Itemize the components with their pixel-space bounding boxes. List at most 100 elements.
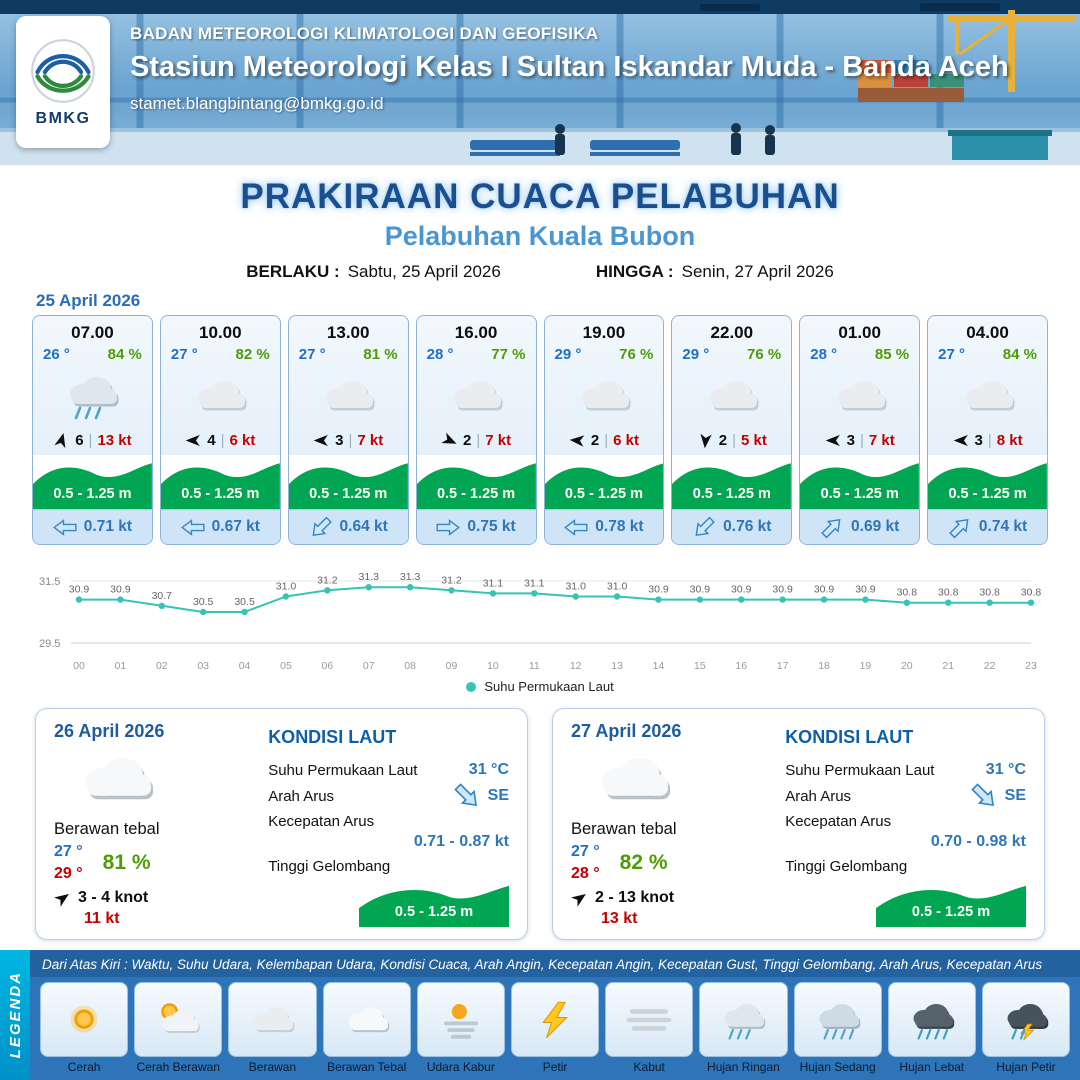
wave-height-label: Tinggi Gelombang: [268, 858, 391, 875]
legend-weather-icon: [510, 982, 600, 1057]
current-speed: 0.64 kt: [339, 518, 388, 535]
svg-text:30.9: 30.9: [69, 584, 90, 596]
station-email: stamet.blangbintang@bmkg.go.id: [130, 94, 384, 113]
forecast-card: 13.00 27 ° 81 % 3 | 7 kt 0.5 - 1.25 m 0.…: [287, 315, 409, 545]
separator: |: [220, 432, 225, 449]
legend-item: Berawan Tebal: [322, 982, 411, 1074]
svg-text:30.8: 30.8: [1021, 587, 1042, 599]
title-section: PRAKIRAAN CUACA PELABUHAN Pelabuhan Kual…: [0, 165, 1080, 282]
wind-speed: 4: [207, 432, 216, 449]
weather-icon: [417, 363, 536, 429]
daily-humidity: 81 %: [102, 850, 151, 874]
forecast-time: 01.00: [838, 323, 881, 342]
gust-speed: 7 kt: [868, 432, 895, 449]
current-direction-icon: [945, 513, 974, 542]
daily-wind-direction-icon: [51, 886, 75, 910]
current-direction-icon: [306, 513, 335, 542]
sea-current-direction-icon: [967, 779, 1001, 813]
header: BMKG BADAN METEOROLOGI KLIMATOLOGI DAN G…: [0, 0, 1080, 165]
forecast-time: 19.00: [582, 323, 626, 342]
svg-text:30.8: 30.8: [979, 587, 1000, 599]
svg-text:31.0: 31.0: [607, 581, 628, 593]
legend-weather-icon: [416, 982, 505, 1057]
weather-icon: [545, 363, 664, 429]
daily-date: 27 April 2026: [571, 721, 682, 741]
forecast-card: 01.00 28 ° 85 % 3 | 7 kt 0.5 - 1.25 m 0.…: [799, 315, 921, 545]
current-speed-value: 0.70 - 0.98 kt: [930, 833, 1026, 850]
wave-height-label: Tinggi Gelombang: [785, 858, 908, 875]
svg-text:20: 20: [901, 660, 913, 672]
separator: |: [987, 432, 992, 449]
legend-weather-icon: [699, 982, 788, 1057]
current-speed-label: Kecepatan Arus: [268, 813, 375, 830]
separator: |: [88, 432, 93, 449]
air-temperature: 27 °: [298, 346, 326, 363]
svg-text:30.8: 30.8: [897, 587, 918, 599]
svg-text:16: 16: [735, 660, 747, 672]
air-temperature: 26 °: [43, 346, 70, 363]
wind-direction-icon: [185, 432, 202, 449]
air-temperature: 29 °: [554, 346, 582, 363]
svg-text:31.2: 31.2: [317, 574, 338, 586]
header-illustration: [0, 0, 1080, 165]
wind-speed: 3: [974, 432, 983, 449]
humidity: 81 %: [363, 346, 398, 363]
legend-item: Hujan Sedang: [793, 982, 882, 1074]
wind-direction-icon: [696, 431, 714, 449]
legend-weather-icon: [981, 982, 1071, 1057]
legend-label: Berawan Tebal: [327, 1060, 407, 1074]
svg-text:29.5: 29.5: [39, 638, 60, 650]
air-temperature: 28 °: [426, 346, 454, 363]
svg-text:11: 11: [529, 660, 540, 672]
svg-text:01: 01: [115, 660, 127, 672]
wind-direction-icon: [953, 432, 970, 449]
humidity: 77 %: [491, 346, 526, 363]
svg-text:31.0: 31.0: [565, 581, 586, 593]
valid-from-value: Sabtu, 25 April 2026: [347, 262, 501, 281]
gust-speed: 7 kt: [357, 432, 384, 449]
sea-condition-title: KONDISI LAUT: [268, 727, 397, 747]
legend-item: Cerah Berawan: [134, 982, 223, 1074]
current-direction-icon: [818, 513, 847, 542]
daily-forecast-card: 27 April 2026 Berawan tebal 27 ° 28 ° 82…: [552, 708, 1045, 940]
air-temperature: 27 °: [170, 346, 198, 363]
forecast-time: 13.00: [326, 323, 370, 342]
air-temperature: 28 °: [810, 346, 838, 363]
svg-text:30.8: 30.8: [938, 587, 959, 599]
wave-height-band: 0.5 - 1.25 m: [359, 879, 509, 927]
daily-cards-row: 26 April 2026 Berawan tebal 27 ° 29 ° 81…: [35, 708, 1045, 940]
valid-from-label: BERLAKU :: [246, 262, 340, 281]
current-direction-icon: [564, 518, 588, 536]
legend-label: Kabut: [633, 1060, 665, 1074]
daily-humidity: 82 %: [619, 850, 668, 874]
svg-text:30.9: 30.9: [855, 584, 876, 596]
daily-condition: Berawan tebal: [54, 820, 160, 838]
weather-icon: [289, 363, 408, 429]
svg-text:00: 00: [73, 660, 85, 672]
legend-weather-icon: [40, 982, 129, 1057]
sst-chart: 31.5 29.5 30.9 00 30.9 01 30.7 02 30.5 03 30.5 04 31…: [39, 571, 1042, 672]
separator: |: [348, 432, 353, 449]
current-direction-label: Arah Arus: [785, 787, 852, 805]
svg-text:17: 17: [777, 660, 789, 672]
daily-wind-range: 2 - 13 knot: [595, 889, 675, 907]
chart-legend-marker-icon: [466, 681, 477, 692]
legend-weather-icon: [322, 982, 411, 1057]
current-speed: 0.74 kt: [978, 518, 1028, 535]
forecast-card: 04.00 27 ° 84 % 3 | 8 kt 0.5 - 1.25 m 0.…: [927, 315, 1048, 545]
svg-text:30.9: 30.9: [110, 584, 131, 596]
legend-weather-icon: [887, 982, 976, 1057]
legend-label: Berawan: [248, 1060, 297, 1074]
gust-speed: 7 kt: [485, 432, 512, 449]
legend-tab: LEGENDA: [0, 950, 30, 1080]
forecast-time: 04.00: [966, 323, 1009, 342]
legend-label: Udara Kabur: [426, 1060, 495, 1074]
sst-value: 31 °C: [985, 761, 1026, 778]
legend-weather-icon: [134, 982, 223, 1057]
current-speed-label: Kecepatan Arus: [785, 813, 892, 830]
wind-direction-icon: [568, 431, 586, 449]
weather-icon: [928, 363, 1047, 429]
current-row: 0.76 kt: [672, 509, 792, 544]
current-direction-value: SE: [487, 787, 509, 804]
wind-speed: 3: [846, 432, 855, 449]
